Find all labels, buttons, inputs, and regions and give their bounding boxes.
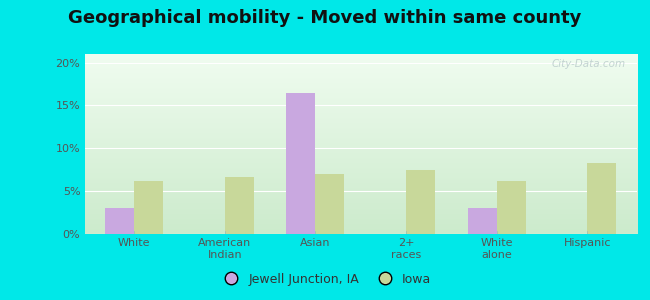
Bar xyxy=(225,177,254,234)
Legend: Jewell Junction, IA, Iowa: Jewell Junction, IA, Iowa xyxy=(214,268,436,291)
Bar xyxy=(406,170,435,234)
Bar xyxy=(497,181,526,234)
Bar xyxy=(287,93,315,234)
Bar xyxy=(467,208,497,234)
Bar xyxy=(135,181,163,234)
Bar xyxy=(587,163,616,234)
Bar xyxy=(105,208,135,234)
Text: City-Data.com: City-Data.com xyxy=(552,59,626,69)
Bar xyxy=(315,174,344,234)
Text: Geographical mobility - Moved within same county: Geographical mobility - Moved within sam… xyxy=(68,9,582,27)
